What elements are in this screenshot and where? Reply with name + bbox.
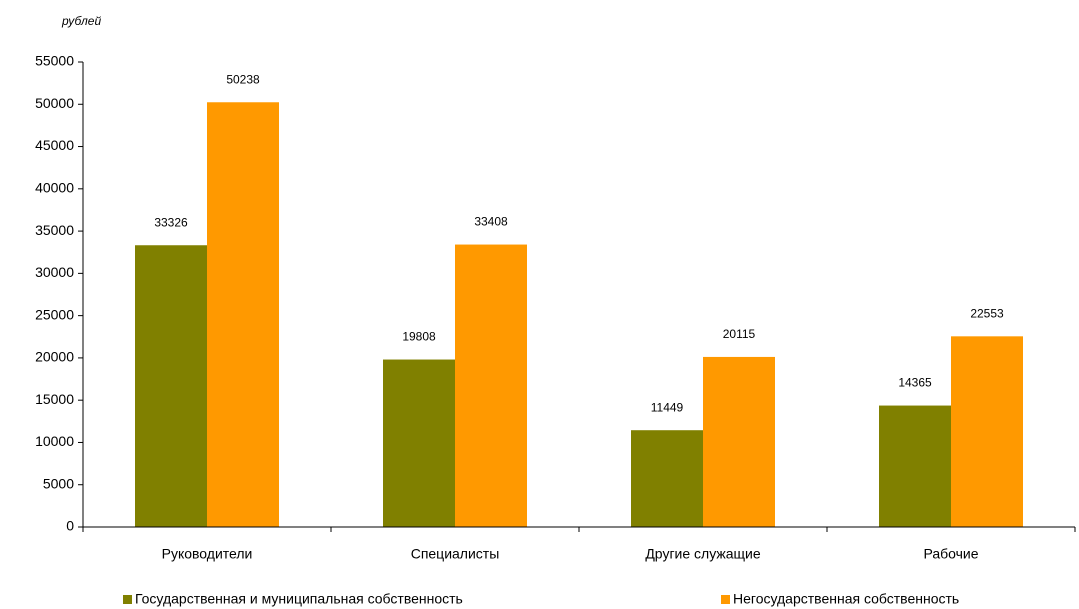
- y-tick-label: 30000: [35, 264, 74, 280]
- legend-label: Негосударственная собственность: [733, 591, 959, 607]
- x-tick-label: Рабочие: [923, 546, 978, 562]
- y-tick-label: 0: [66, 518, 74, 534]
- bar: [455, 244, 527, 528]
- y-tick-label: 50000: [35, 95, 74, 111]
- legend-swatch: [123, 595, 132, 604]
- data-label: 50238: [226, 72, 260, 86]
- y-tick-label: 5000: [43, 475, 74, 491]
- y-tick-label: 20000: [35, 349, 74, 365]
- data-label: 19808: [402, 330, 436, 344]
- y-tick-label: 55000: [35, 53, 74, 69]
- bar: [951, 336, 1023, 527]
- x-tick-label: Руководители: [162, 546, 253, 562]
- y-tick-label: 10000: [35, 433, 74, 449]
- data-label: 14365: [898, 376, 932, 390]
- data-label: 33408: [474, 215, 508, 229]
- data-label: 22553: [970, 306, 1004, 320]
- bar: [879, 405, 951, 527]
- x-tick-label: Специалисты: [411, 546, 500, 562]
- bar: [207, 102, 279, 527]
- legend-swatch: [721, 595, 730, 604]
- bar: [703, 356, 775, 527]
- x-tick-label: Другие служащие: [645, 546, 761, 562]
- y-tick-label: 25000: [35, 306, 74, 322]
- legend-label: Государственная и муниципальная собствен…: [135, 591, 463, 607]
- y-tick-label: 40000: [35, 180, 74, 196]
- y-tick-label: 45000: [35, 137, 74, 153]
- bar: [135, 245, 207, 527]
- y-tick-label: 15000: [35, 391, 74, 407]
- data-label: 33326: [154, 215, 188, 229]
- data-label: 11449: [651, 400, 684, 414]
- bar: [383, 359, 455, 527]
- bar: [631, 430, 703, 527]
- y-axis-label: рублей: [61, 14, 101, 28]
- data-label: 20115: [723, 327, 756, 341]
- y-tick-label: 35000: [35, 222, 74, 238]
